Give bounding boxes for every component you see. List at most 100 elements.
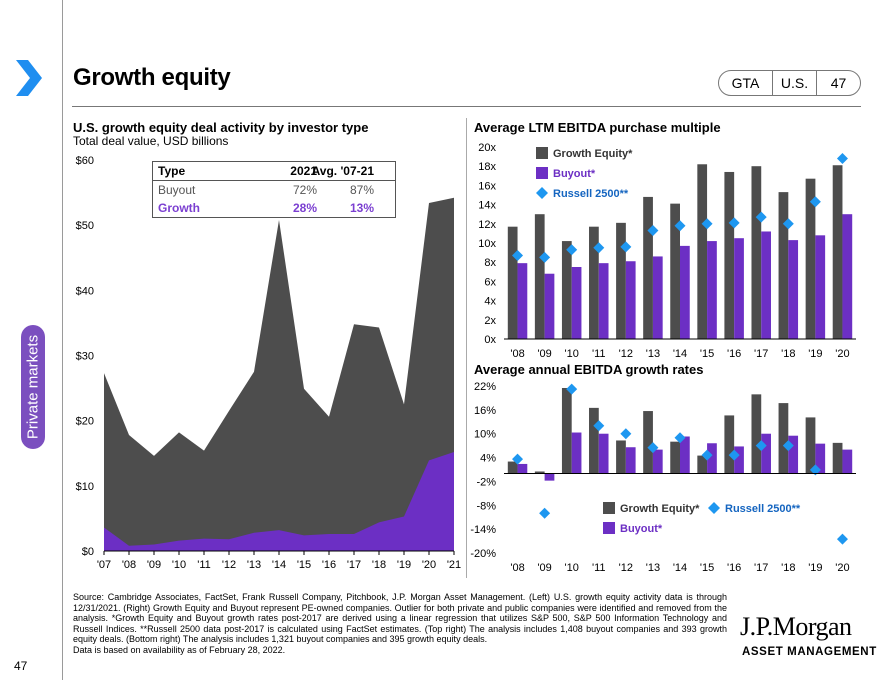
x-tick-label: '13 — [646, 348, 660, 360]
y-tick-label: 10x — [478, 238, 496, 250]
x-tick-label: '13 — [247, 559, 261, 571]
pill-gta[interactable]: GTA — [719, 71, 773, 95]
x-tick-label: '18 — [781, 562, 795, 574]
table-header-avg: Avg. '07-21 — [311, 164, 374, 178]
buyout-bar — [680, 245, 690, 339]
buyout-bar — [652, 449, 663, 474]
x-tick-label: '19 — [397, 559, 411, 571]
legend-label: Growth Equity* — [553, 148, 633, 160]
source-footnote: Source: Cambridge Associates, FactSet, F… — [73, 592, 727, 655]
growth-equity-bar — [670, 203, 680, 339]
x-tick-label: '16 — [322, 559, 336, 571]
x-tick-label: '17 — [754, 562, 768, 574]
section-tab[interactable] — [21, 325, 45, 449]
russell-2500-marker — [620, 428, 632, 440]
buyout-bar — [788, 435, 799, 474]
y-tick-label: 0x — [484, 334, 496, 346]
growth-equity-bar — [534, 214, 545, 339]
russell-2500-marker — [620, 241, 632, 253]
buyout-bar — [625, 447, 636, 474]
growth-area — [104, 451, 454, 551]
asset-management-label: ASSET MANAGEMENT — [742, 646, 877, 658]
x-tick-label: '18 — [372, 559, 386, 571]
table-cell-2021: 72% — [292, 183, 317, 197]
buyout-bar — [598, 433, 609, 474]
table-cell-type: Growth — [158, 201, 200, 215]
russell-2500-marker — [701, 218, 713, 230]
chevron-right-icon — [16, 60, 42, 96]
y-tick-label: 10% — [474, 429, 496, 441]
russell-2500-marker — [728, 449, 740, 461]
growth-equity-bar — [643, 411, 653, 474]
table-cell-avg: 13% — [349, 201, 374, 215]
y-tick-label: 14x — [478, 200, 496, 212]
legend-swatch-growth-equity — [536, 147, 548, 159]
x-tick-label: '19 — [808, 348, 822, 360]
buyout-bar — [517, 463, 528, 474]
x-tick-label: '09 — [537, 348, 551, 360]
growth-chart-title: Average annual EBITDA growth rates — [474, 362, 704, 377]
russell-2500-marker — [539, 251, 551, 263]
x-tick-label: '10 — [172, 559, 186, 571]
russell-2500-marker — [647, 442, 659, 454]
x-tick-label: '08 — [510, 562, 524, 574]
russell-2500-marker — [566, 383, 578, 395]
title-divider — [72, 106, 861, 107]
pill-us[interactable]: U.S. — [773, 71, 817, 95]
growth-equity-bar — [697, 164, 708, 339]
header-pills: GTA U.S. 47 — [718, 70, 861, 96]
y-tick-label: -8% — [476, 500, 496, 512]
buyout-bar — [734, 238, 744, 339]
x-tick-label: '10 — [565, 348, 579, 360]
page-title: Growth equity — [73, 64, 231, 91]
buyout-bar — [680, 436, 690, 474]
buyout-bar — [652, 256, 663, 339]
x-tick-label: '20 — [835, 562, 849, 574]
legend-label: Buyout* — [553, 168, 596, 180]
growth-equity-bar — [832, 165, 843, 339]
growth-equity-bar — [507, 461, 518, 474]
buyout-bar — [761, 231, 771, 339]
table-header-row: Type 2021 Avg. '07-21 — [153, 162, 395, 181]
buyout-bar — [842, 214, 853, 339]
x-tick-label: '10 — [565, 562, 579, 574]
russell-2500-marker — [701, 449, 713, 461]
legend-label: Russell 2500** — [553, 188, 629, 200]
x-tick-label: '15 — [700, 348, 714, 360]
growth-equity-bar — [805, 178, 816, 339]
buyout-bar — [625, 261, 636, 339]
x-tick-label: '12 — [619, 348, 633, 360]
legend-label: Buyout* — [620, 523, 663, 535]
growth-bar-chart: -20% -14% -8% -2% 4% 10% 16% 22% '08 '09 '10 '11 '12… — [470, 381, 856, 574]
table-header-2021: 2021 — [290, 164, 317, 178]
russell-2500-marker — [593, 420, 605, 432]
russell-2500-marker — [512, 453, 524, 465]
table-header-type: Type — [158, 164, 186, 178]
russell-2500-marker — [566, 244, 578, 256]
area-chart: $0 $10 $20 $30 $40 $50 $60 '07 '08 '09 '10 '11 '12 '1… — [76, 155, 462, 571]
buyout-bar — [598, 263, 609, 339]
growth-equity-bar — [778, 403, 789, 474]
table-cell-avg: 87% — [349, 183, 374, 197]
russell-2500-marker — [539, 507, 551, 519]
y-tick-label: $30 — [76, 351, 94, 363]
russell-2500-marker — [755, 440, 767, 452]
buyout-bar — [571, 432, 582, 474]
source-text: Source: Cambridge Associates, FactSet, F… — [73, 592, 727, 644]
russell-2500-marker — [593, 242, 605, 254]
legend-swatch-russell-2500 — [536, 187, 548, 199]
x-tick-label: '08 — [510, 348, 524, 360]
growth-equity-bar — [616, 440, 626, 474]
x-tick-label: '07 — [97, 559, 111, 571]
left-rail-divider — [62, 0, 63, 680]
russell-2500-marker — [809, 464, 821, 476]
total-area — [104, 197, 454, 551]
x-tick-label: '19 — [808, 562, 822, 574]
growth-equity-bar — [724, 171, 735, 339]
russell-2500-marker — [674, 220, 686, 232]
growth-equity-bar — [751, 394, 762, 474]
x-tick-label: '12 — [222, 559, 236, 571]
buyout-bar — [788, 240, 799, 339]
pill-page[interactable]: 47 — [830, 75, 847, 91]
buyout-bar — [761, 433, 771, 474]
